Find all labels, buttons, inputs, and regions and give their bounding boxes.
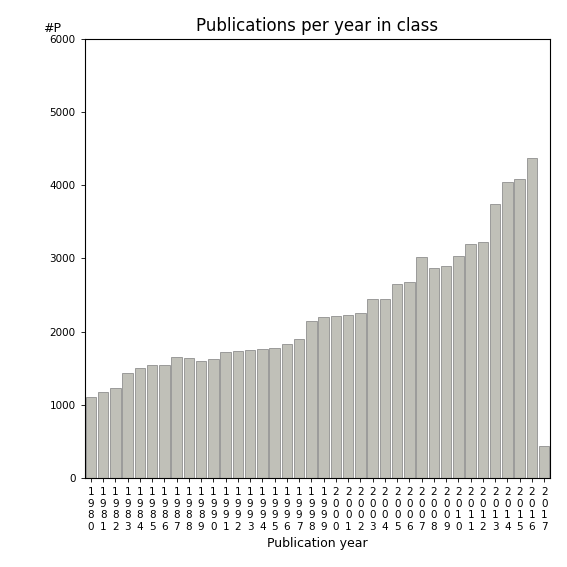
Bar <box>98 392 108 478</box>
Bar <box>539 446 549 478</box>
Bar <box>232 350 243 478</box>
Bar <box>404 282 414 478</box>
Bar <box>221 352 231 478</box>
Bar <box>429 268 439 478</box>
Bar <box>502 181 513 478</box>
Bar <box>257 349 268 478</box>
Bar <box>392 284 403 478</box>
Bar <box>527 158 537 478</box>
Bar <box>514 180 525 478</box>
Bar <box>86 397 96 478</box>
Bar <box>269 348 280 478</box>
Bar <box>196 361 206 478</box>
Bar <box>245 350 255 478</box>
Bar <box>441 266 451 478</box>
Bar <box>159 365 170 478</box>
Bar <box>380 299 390 478</box>
Bar <box>319 317 329 478</box>
Bar <box>282 344 292 478</box>
Bar <box>135 368 145 478</box>
Bar <box>367 299 378 478</box>
Bar <box>466 244 476 478</box>
Title: Publications per year in class: Publications per year in class <box>197 16 439 35</box>
Bar <box>453 256 464 478</box>
X-axis label: Publication year: Publication year <box>267 538 368 551</box>
Bar <box>147 365 158 478</box>
Bar <box>478 242 488 478</box>
Bar <box>294 339 304 478</box>
Bar <box>306 321 316 478</box>
Bar <box>171 357 182 478</box>
Bar <box>184 358 194 478</box>
Bar <box>122 373 133 478</box>
Bar <box>331 316 341 478</box>
Bar <box>417 257 427 478</box>
Bar <box>208 359 219 478</box>
Bar <box>356 314 366 478</box>
Bar <box>110 388 121 478</box>
Bar <box>490 204 501 478</box>
Bar <box>343 315 353 478</box>
Y-axis label: #P: #P <box>43 22 61 35</box>
